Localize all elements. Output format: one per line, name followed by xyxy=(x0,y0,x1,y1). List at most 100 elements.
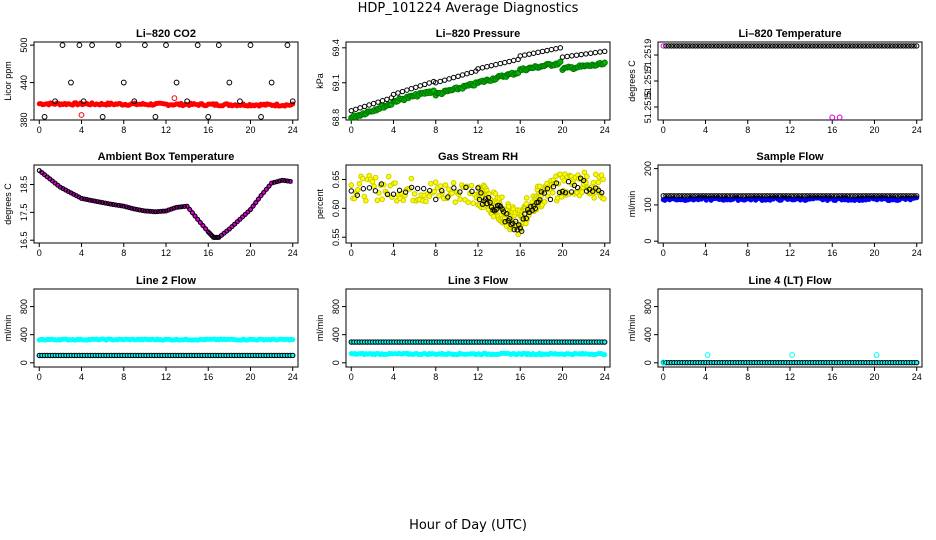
data-point xyxy=(497,60,503,67)
chart-title: Li–820 Temperature xyxy=(738,28,841,40)
data-point xyxy=(537,197,543,203)
y-tick-label: 69.4 xyxy=(331,39,341,57)
data-point xyxy=(764,43,771,49)
x-tick-label: 12 xyxy=(785,125,795,135)
data-point xyxy=(700,193,706,199)
data-point xyxy=(602,339,608,345)
data-point xyxy=(820,193,827,199)
data-point xyxy=(110,202,116,208)
data-point xyxy=(849,43,856,49)
y-axis-label: ml/min xyxy=(3,315,13,342)
data-point xyxy=(142,208,148,214)
data-point xyxy=(737,43,744,49)
data-point xyxy=(426,193,433,200)
y-tick-label: 0 xyxy=(19,360,29,365)
series-temperature xyxy=(660,43,920,49)
data-point xyxy=(390,91,397,98)
chart-panel-1: Li–820 CO2 Licor ppm 0 4 8 12 16 20 24 380 440 500 xyxy=(3,28,299,135)
data-point xyxy=(457,189,463,195)
data-point xyxy=(81,196,87,202)
x-tick-label: 4 xyxy=(79,248,84,258)
data-point xyxy=(250,203,256,209)
data-point xyxy=(836,114,843,121)
data-point xyxy=(815,43,821,49)
data-point xyxy=(115,42,122,49)
series-line4-spikes xyxy=(660,352,880,366)
data-point xyxy=(192,213,198,219)
data-point xyxy=(468,69,475,76)
data-point xyxy=(459,72,466,78)
data-point xyxy=(785,43,792,49)
data-point xyxy=(385,173,392,180)
data-point xyxy=(873,352,880,358)
data-point xyxy=(284,42,291,49)
data-point xyxy=(663,193,669,199)
data-point xyxy=(559,54,566,60)
data-point xyxy=(147,208,153,214)
data-point xyxy=(599,189,605,196)
data-point xyxy=(487,199,493,206)
data-point xyxy=(751,43,757,49)
y-axis-label: degrees C xyxy=(627,60,637,102)
data-point xyxy=(356,180,363,187)
data-point xyxy=(898,193,904,199)
x-tick-label: 24 xyxy=(288,125,298,135)
y-tick-label: 17.5 xyxy=(19,204,29,222)
data-point xyxy=(700,43,706,49)
data-point xyxy=(526,51,532,57)
data-point xyxy=(455,73,461,79)
data-point xyxy=(115,202,121,208)
x-tick-label: 16 xyxy=(203,125,213,135)
data-point xyxy=(817,193,824,199)
chart-panel-7: Line 2 Flow ml/min 0 4 8 12 16 20 24 0 400 800 xyxy=(3,275,299,382)
data-point xyxy=(277,178,283,184)
data-point xyxy=(692,193,698,199)
data-point xyxy=(740,43,747,49)
data-point xyxy=(876,43,883,49)
data-point xyxy=(780,193,787,199)
y-tick-label: 0.65 xyxy=(331,171,341,189)
data-point xyxy=(589,188,596,194)
data-point xyxy=(721,43,728,49)
data-point xyxy=(63,187,69,193)
data-point xyxy=(163,208,169,214)
data-point xyxy=(247,207,253,213)
data-point xyxy=(168,206,174,212)
data-point xyxy=(348,182,355,188)
data-point xyxy=(99,113,106,120)
data-point xyxy=(400,197,407,204)
data-point xyxy=(197,219,203,225)
x-tick-label: 8 xyxy=(745,248,750,258)
data-point xyxy=(892,193,899,199)
y-tick-label: 200 xyxy=(643,161,653,176)
data-point xyxy=(668,43,674,49)
data-point xyxy=(868,193,875,199)
x-tick-label: 0 xyxy=(661,248,666,258)
data-point xyxy=(900,43,907,49)
data-point xyxy=(865,43,872,49)
data-point xyxy=(600,176,606,183)
data-point xyxy=(906,43,912,49)
data-point xyxy=(89,198,95,204)
data-point xyxy=(374,197,381,204)
data-point xyxy=(432,179,439,186)
data-point xyxy=(673,193,680,199)
data-point xyxy=(530,50,537,56)
data-point xyxy=(52,98,59,105)
data-point xyxy=(184,203,190,209)
data-point xyxy=(665,43,672,49)
plot-frame xyxy=(657,164,923,244)
data-point xyxy=(237,98,243,105)
data-point xyxy=(503,211,510,217)
data-point xyxy=(205,113,212,120)
data-point xyxy=(732,193,739,199)
data-point xyxy=(743,43,749,49)
data-point xyxy=(68,79,74,86)
data-point xyxy=(724,43,731,49)
data-point xyxy=(727,193,733,199)
data-point xyxy=(123,204,129,210)
data-point xyxy=(402,189,409,195)
data-point xyxy=(390,191,397,197)
x-tick-label: 4 xyxy=(703,372,708,382)
data-point xyxy=(384,191,391,198)
